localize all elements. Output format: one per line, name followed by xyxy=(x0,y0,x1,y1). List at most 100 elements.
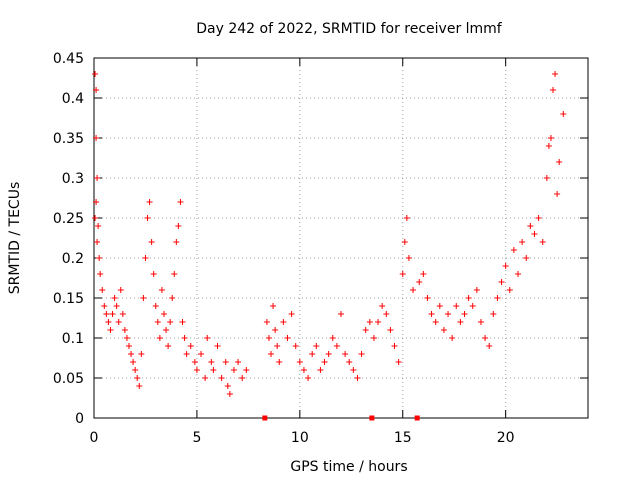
data-point xyxy=(171,271,178,277)
data-point xyxy=(156,335,163,341)
data-point xyxy=(280,319,287,325)
data-point xyxy=(424,295,431,301)
data-points xyxy=(92,71,567,397)
data-point xyxy=(547,135,554,141)
data-point xyxy=(288,311,295,317)
data-point xyxy=(391,343,398,349)
data-point xyxy=(268,351,275,357)
data-point xyxy=(148,239,155,245)
data-point xyxy=(144,215,151,221)
y-axis-label: SRMTID / TECUs xyxy=(7,182,23,295)
data-point xyxy=(515,271,522,277)
data-point xyxy=(325,351,332,357)
x-axis-label: GPS time / hours xyxy=(290,459,407,475)
y-tick-label: 0.15 xyxy=(53,291,84,307)
data-point xyxy=(375,319,382,325)
data-point xyxy=(350,367,357,373)
data-point xyxy=(107,327,114,333)
data-point xyxy=(93,135,100,141)
data-point xyxy=(333,343,340,349)
data-point xyxy=(428,311,435,317)
data-point xyxy=(379,303,386,309)
data-point xyxy=(461,311,468,317)
zero-value-marker xyxy=(262,415,268,421)
data-point xyxy=(222,359,229,365)
y-tick-label: 0.05 xyxy=(53,371,84,387)
zero-value-marker xyxy=(369,415,375,421)
data-point xyxy=(95,223,102,229)
y-tick-label: 0.2 xyxy=(62,251,84,267)
data-point xyxy=(130,359,137,365)
data-point xyxy=(134,375,141,381)
data-point xyxy=(486,343,493,349)
data-point xyxy=(142,255,149,261)
data-point xyxy=(111,295,118,301)
plot-frame xyxy=(93,57,589,419)
data-point xyxy=(296,359,303,365)
zero-markers xyxy=(262,415,420,421)
data-point xyxy=(445,311,452,317)
data-point xyxy=(146,199,153,205)
data-point xyxy=(436,303,443,309)
data-point xyxy=(395,359,402,365)
data-point xyxy=(543,175,550,181)
data-point xyxy=(113,303,120,309)
zero-value-marker xyxy=(414,415,420,421)
data-point xyxy=(560,111,567,117)
data-point xyxy=(506,287,513,293)
data-point xyxy=(92,71,99,77)
data-point xyxy=(313,343,320,349)
grid-lines xyxy=(94,58,588,418)
data-point xyxy=(383,311,390,317)
data-point xyxy=(469,303,476,309)
data-point xyxy=(96,255,103,261)
data-point xyxy=(272,327,279,333)
data-point xyxy=(410,287,417,293)
data-point xyxy=(358,351,365,357)
data-point xyxy=(453,303,460,309)
data-point xyxy=(173,239,180,245)
data-point xyxy=(510,247,517,253)
x-tick-label: 0 xyxy=(90,430,99,446)
data-point xyxy=(502,263,509,269)
data-point xyxy=(123,335,130,341)
data-point xyxy=(490,311,497,317)
data-point xyxy=(498,279,505,285)
data-point xyxy=(321,359,328,365)
data-point xyxy=(401,239,408,245)
data-point xyxy=(527,223,534,229)
x-axis: 0 5 10 15 20 xyxy=(90,58,515,446)
data-point xyxy=(457,319,464,325)
y-tick-label: 0.4 xyxy=(62,91,84,107)
data-point xyxy=(284,335,291,341)
data-point xyxy=(198,351,205,357)
data-point xyxy=(117,287,124,293)
data-point xyxy=(473,287,480,293)
data-point xyxy=(94,175,101,181)
data-point xyxy=(243,367,250,373)
data-point xyxy=(482,335,489,341)
y-tick-label: 0.45 xyxy=(53,51,84,67)
data-point xyxy=(136,383,143,389)
data-point xyxy=(177,199,184,205)
data-point xyxy=(338,311,344,317)
data-point xyxy=(150,271,157,277)
data-point xyxy=(109,311,116,317)
data-point xyxy=(179,319,186,325)
data-point xyxy=(224,383,231,389)
data-point xyxy=(539,239,546,245)
data-point xyxy=(305,375,312,381)
y-tick-label: 0.3 xyxy=(62,171,84,187)
data-point xyxy=(132,367,139,373)
data-point xyxy=(140,295,147,301)
data-point xyxy=(477,319,484,325)
data-point xyxy=(214,343,221,349)
data-point xyxy=(105,319,112,325)
data-point xyxy=(403,215,410,221)
data-point xyxy=(370,335,377,341)
data-point xyxy=(300,367,307,373)
data-point xyxy=(263,319,270,325)
data-point xyxy=(128,351,135,357)
data-point xyxy=(99,287,106,293)
data-point xyxy=(121,327,128,333)
